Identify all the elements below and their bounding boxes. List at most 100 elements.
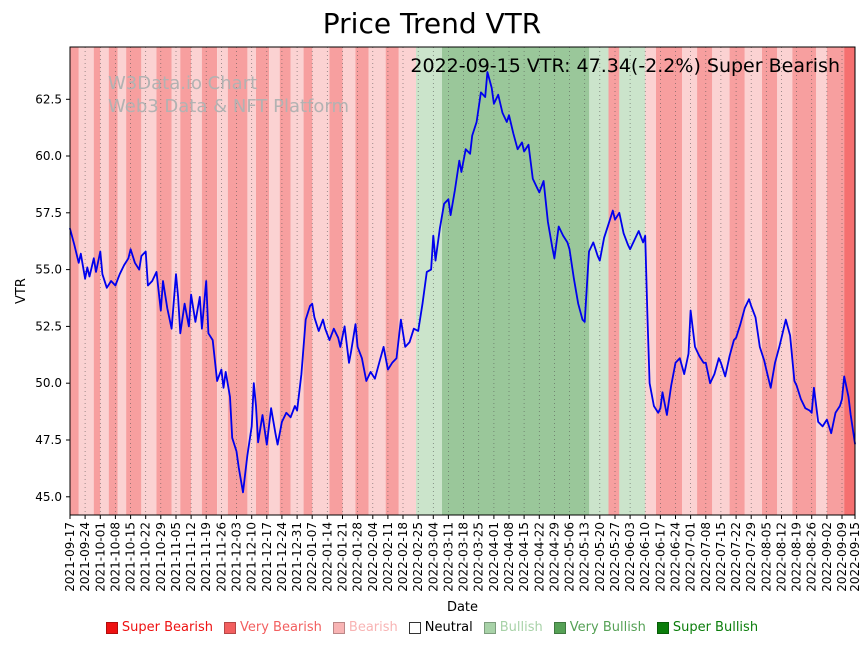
x-tick-label: 2022-01-21 xyxy=(336,522,350,592)
x-tick-label: 2022-04-01 xyxy=(487,522,501,592)
legend-swatch-bearish xyxy=(332,621,345,634)
legend-label-very_bearish: Very Bearish xyxy=(240,620,322,635)
x-tick-label: 2022-06-10 xyxy=(638,522,652,592)
zone-band-bearish xyxy=(342,47,356,515)
zone-band-bearish xyxy=(368,47,386,515)
zone-band-very_bullish xyxy=(442,47,590,515)
zone-band-very_bearish xyxy=(180,47,192,515)
legend-item-super_bullish: Super Bullish xyxy=(656,620,759,635)
x-tick-label: 2022-09-15 xyxy=(848,522,862,592)
zone-band-very_bearish xyxy=(656,47,682,515)
legend-item-very_bullish: Very Bullish xyxy=(553,620,646,635)
legend-swatch-bullish xyxy=(483,621,496,634)
zone-band-bearish xyxy=(682,47,698,515)
zone-band-bearish xyxy=(247,47,256,515)
x-tick-label: 2022-05-20 xyxy=(593,522,607,592)
x-tick-label: 2021-09-24 xyxy=(78,522,92,592)
x-tick-label: 2021-11-12 xyxy=(184,522,198,592)
x-tick-label: 2022-08-12 xyxy=(775,522,789,592)
legend-item-very_bearish: Very Bearish xyxy=(224,620,322,635)
zone-band-very_bearish xyxy=(355,47,369,515)
zone-band-very_bearish xyxy=(385,47,399,515)
zone-band-very_bearish xyxy=(126,47,142,515)
x-tick-label: 2022-07-29 xyxy=(744,522,758,592)
legend-item-super_bearish: Super Bearish xyxy=(105,620,213,635)
x-tick-label: 2022-08-05 xyxy=(759,522,773,592)
y-tick-label: 57.5 xyxy=(35,206,62,220)
x-tick-label: 2022-07-15 xyxy=(714,522,728,592)
x-tick-label: 2022-04-22 xyxy=(532,522,546,592)
zone-band-bearish xyxy=(312,47,330,515)
watermark-line2: Web3 Data & NFT Platform xyxy=(108,96,350,118)
zone-band-bullish xyxy=(416,47,442,515)
legend-label-bearish: Bearish xyxy=(348,620,398,635)
zone-band-very_bearish xyxy=(201,47,217,515)
legend-swatch-very_bearish xyxy=(224,621,236,634)
zone-band-very_bearish xyxy=(697,47,713,515)
x-tick-label: 2021-12-03 xyxy=(230,522,244,592)
zone-band-bearish xyxy=(645,47,656,515)
zone-band-bearish xyxy=(217,47,228,515)
x-tick-label: 2021-12-24 xyxy=(275,522,289,592)
x-tick-label: 2022-06-24 xyxy=(669,522,683,592)
x-tick-label: 2021-10-08 xyxy=(108,522,122,592)
zone-band-bearish xyxy=(78,47,94,515)
zone-band-bullish xyxy=(589,47,609,515)
x-tick-label: 2022-03-25 xyxy=(472,522,486,592)
zone-band-very_bearish xyxy=(156,47,172,515)
y-tick-label: 55.0 xyxy=(35,263,62,277)
x-tick-label: 2021-11-19 xyxy=(199,522,213,592)
zone-band-bearish xyxy=(398,47,416,515)
x-tick-label: 2022-09-02 xyxy=(820,522,834,592)
x-tick-label: 2022-03-04 xyxy=(426,522,440,592)
x-tick-label: 2022-07-01 xyxy=(684,522,698,592)
legend-item-neutral: Neutral xyxy=(408,620,473,635)
x-tick-label: 2022-06-17 xyxy=(653,522,667,592)
legend-label-super_bullish: Super Bullish xyxy=(672,620,759,635)
zone-band-bearish xyxy=(191,47,202,515)
x-axis-label: Date xyxy=(446,600,479,615)
x-tick-label: 2022-02-04 xyxy=(366,522,380,592)
x-tick-label: 2022-04-29 xyxy=(547,522,561,592)
x-tick-label: 2022-06-03 xyxy=(623,522,637,592)
zone-band-bearish xyxy=(269,47,280,515)
zone-band-bearish xyxy=(744,47,762,515)
x-tick-label: 2022-03-11 xyxy=(441,522,455,592)
vtr-line-series xyxy=(69,71,856,494)
x-tick-label: 2022-01-28 xyxy=(351,522,365,592)
chart-title: Price Trend VTR xyxy=(322,7,542,40)
zone-band-very_bearish xyxy=(227,47,248,515)
y-tick-label: 47.5 xyxy=(35,433,62,447)
x-tick-label: 2022-01-14 xyxy=(320,522,334,592)
zone-band-very_bearish xyxy=(729,47,745,515)
x-tick-label: 2022-02-18 xyxy=(396,522,410,592)
x-tick-label: 2022-08-19 xyxy=(790,522,804,592)
y-tick-label: 62.5 xyxy=(35,92,62,106)
y-tick-label: 52.5 xyxy=(35,319,62,333)
x-tick-label: 2021-09-17 xyxy=(63,522,77,592)
x-tick-label: 2021-10-01 xyxy=(93,522,107,592)
zone-band-very_bearish xyxy=(792,47,817,515)
x-tick-label: 2022-05-06 xyxy=(563,522,577,592)
zone-band-very_bearish xyxy=(762,47,778,515)
x-tick-label: 2022-02-25 xyxy=(411,522,425,592)
x-tick-label: 2022-08-26 xyxy=(805,522,819,592)
x-tick-label: 2022-01-07 xyxy=(305,522,319,592)
x-tick-label: 2021-12-17 xyxy=(260,522,274,592)
x-tick-label: 2021-12-10 xyxy=(245,522,259,592)
legend-label-super_bearish: Super Bearish xyxy=(121,620,213,635)
zone-band-very_bearish xyxy=(256,47,269,515)
zone-band-bearish xyxy=(816,47,827,515)
y-tick-label: 60.0 xyxy=(35,149,62,163)
zone-band-very_bearish xyxy=(279,47,291,515)
zone-band-bullish xyxy=(619,47,646,515)
y-tick-label: 50.0 xyxy=(35,376,62,390)
x-tick-label: 2021-10-15 xyxy=(124,522,138,592)
zone-band-bearish xyxy=(777,47,793,515)
legend: Super Bearish Very Bearish Bearish Neutral B… xyxy=(0,620,864,635)
x-tick-label: 2022-09-09 xyxy=(835,522,849,592)
zone-band-bearish xyxy=(117,47,127,515)
legend-swatch-super_bullish xyxy=(656,621,669,634)
watermark-line1: W3Data.io Chart xyxy=(108,73,258,94)
